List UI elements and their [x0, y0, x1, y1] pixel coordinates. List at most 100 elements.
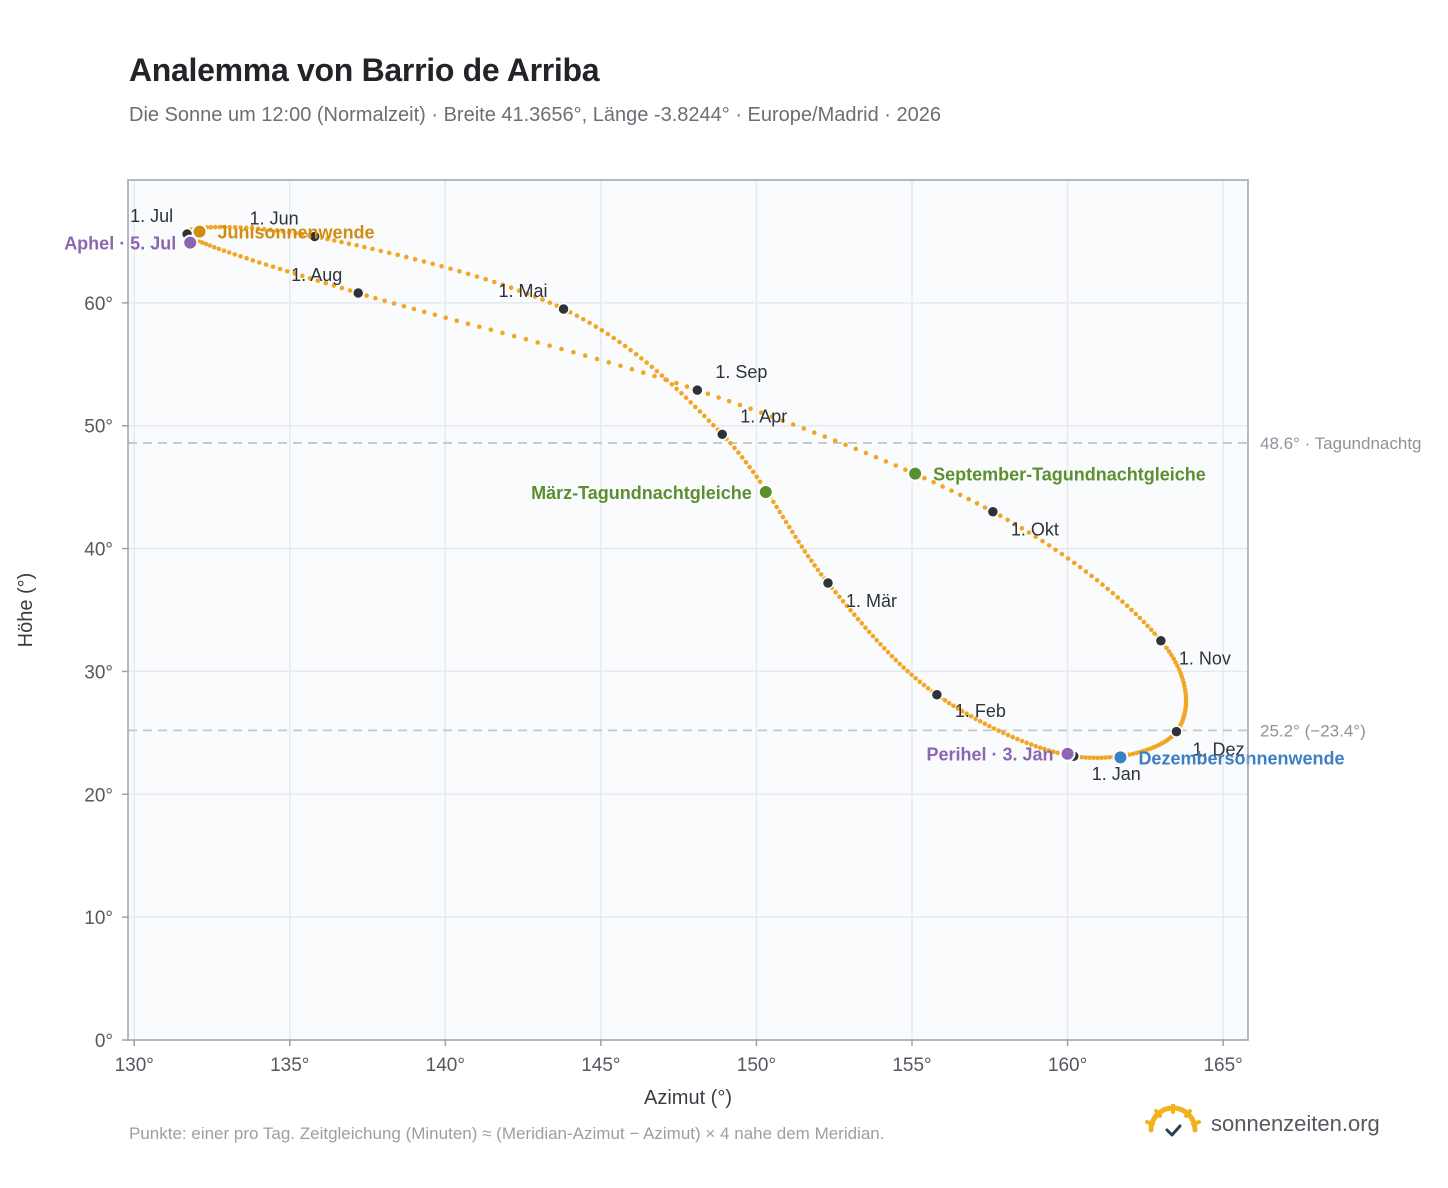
special-label: September-Tagundnachtgleiche	[933, 465, 1206, 485]
daily-point	[977, 719, 983, 724]
daily-point	[582, 353, 588, 358]
x-tick-label: 150°	[737, 1055, 776, 1076]
daily-point	[955, 706, 961, 711]
daily-point	[684, 384, 690, 389]
daily-point	[1089, 573, 1094, 579]
daily-point	[774, 504, 779, 510]
daily-point	[853, 446, 859, 452]
daily-point	[922, 475, 927, 481]
daily-point	[940, 484, 945, 489]
daily-point	[1141, 619, 1147, 625]
daily-point	[863, 450, 869, 456]
daily-point	[757, 479, 763, 485]
daily-point	[208, 225, 214, 230]
daily-point	[1026, 530, 1032, 535]
daily-point	[1145, 623, 1150, 629]
daily-point	[212, 224, 218, 230]
daily-point	[629, 366, 635, 372]
daily-point	[1077, 564, 1083, 570]
brand-label[interactable]: sonnenzeiten.org	[1211, 1111, 1380, 1136]
daily-point	[1133, 611, 1139, 617]
daily-point	[1001, 730, 1006, 736]
daily-point	[777, 509, 783, 515]
month-label: 1. Dez	[1192, 740, 1244, 760]
special-marker	[182, 234, 199, 251]
daily-point	[1033, 534, 1038, 540]
daily-point	[905, 668, 910, 674]
daily-point	[874, 637, 879, 643]
daily-point	[540, 297, 545, 302]
daily-point	[274, 228, 279, 233]
daily-point	[547, 343, 552, 349]
brand[interactable]: sonnenzeiten.org	[1145, 1104, 1380, 1144]
daily-point	[1055, 750, 1060, 756]
daily-point	[474, 274, 480, 279]
daily-point	[790, 529, 795, 535]
daily-point	[299, 231, 305, 237]
daily-point	[270, 264, 276, 270]
daily-point	[238, 253, 243, 259]
reference-line-label: 48.6° · Tagundnachtg	[1260, 434, 1422, 453]
daily-point	[571, 350, 576, 355]
daily-point	[287, 229, 292, 235]
daily-point	[1037, 745, 1043, 750]
daily-point	[232, 252, 237, 257]
daily-point	[524, 291, 530, 296]
daily-point	[705, 391, 711, 397]
month-marker	[308, 230, 321, 243]
daily-point	[844, 603, 850, 609]
special-label: Junisonnenwende	[218, 223, 375, 243]
y-tick-label: 0°	[95, 1031, 113, 1052]
daily-point	[1120, 599, 1125, 604]
daily-point	[1173, 660, 1178, 665]
daily-point	[263, 262, 269, 267]
daily-point	[411, 306, 417, 312]
daily-point	[347, 288, 353, 293]
daily-point	[532, 294, 538, 299]
daily-point	[386, 250, 392, 256]
daily-point	[315, 278, 321, 284]
daily-point	[809, 558, 814, 564]
daily-point	[796, 539, 801, 545]
daily-point	[511, 333, 517, 339]
month-label: 1. Jun	[250, 209, 299, 229]
special-label: Aphel · 5. Jul	[64, 234, 176, 254]
daily-point	[693, 404, 698, 410]
daily-point	[818, 572, 824, 577]
daily-point	[659, 373, 665, 378]
daily-point	[987, 723, 992, 729]
special-marker	[191, 223, 208, 240]
daily-point	[837, 594, 842, 600]
daily-point	[669, 382, 675, 387]
daily-point	[1083, 755, 1088, 760]
daily-point	[833, 589, 838, 595]
daily-point	[1171, 656, 1176, 662]
daily-point	[203, 241, 209, 247]
daily-point	[1010, 734, 1015, 740]
daily-point	[799, 544, 805, 549]
daily-point	[332, 238, 337, 243]
daily-point	[346, 241, 352, 246]
daily-point	[848, 608, 853, 613]
daily-point	[873, 454, 879, 460]
daily-point	[1148, 627, 1154, 632]
special-label: März-Tagundnachtgleiche	[531, 483, 752, 503]
daily-point	[882, 646, 887, 651]
daily-point	[1095, 755, 1100, 761]
daily-point	[998, 513, 1003, 519]
daily-point	[207, 243, 213, 248]
daily-point	[966, 496, 971, 502]
daily-point	[843, 442, 848, 448]
y-tick-label: 40°	[84, 540, 113, 561]
daily-point	[581, 317, 586, 322]
x-tick-label: 130°	[115, 1055, 154, 1076]
daily-point	[697, 409, 703, 414]
daily-point	[982, 505, 988, 510]
daily-point	[401, 304, 407, 309]
daily-point	[793, 534, 798, 540]
special-label: Perihel · 3. Jan	[926, 745, 1053, 765]
daily-point	[307, 276, 313, 281]
y-tick-label: 10°	[84, 908, 113, 929]
daily-point	[812, 430, 817, 435]
daily-point	[339, 285, 345, 291]
